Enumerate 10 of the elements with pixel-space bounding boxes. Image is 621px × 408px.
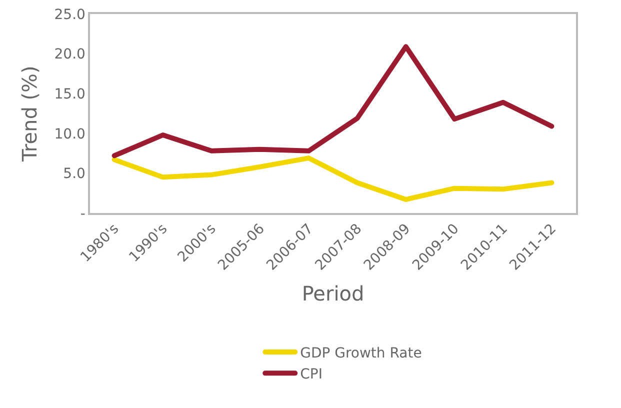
- y-axis-title: Trend (%): [17, 66, 42, 162]
- legend-label: CPI: [300, 366, 322, 383]
- y-tick-label: 10.0: [54, 126, 86, 142]
- x-axis-title: Period: [302, 282, 364, 306]
- y-tick-label: 15.0: [54, 86, 86, 102]
- y-tick-label: 5.0: [63, 166, 86, 182]
- y-tick-label: 20.0: [54, 46, 86, 63]
- y-tick-label: -: [80, 206, 86, 222]
- y-tick-label: 25.0: [54, 6, 86, 23]
- legend-label: GDP Growth Rate: [300, 345, 422, 362]
